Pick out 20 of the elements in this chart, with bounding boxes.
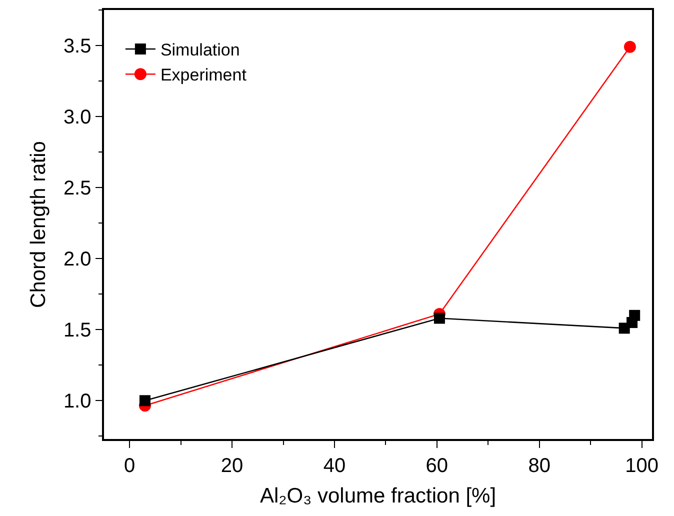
y-tick-label: 2.5 — [63, 178, 92, 200]
point — [629, 310, 640, 321]
x-tick-label: 80 — [528, 454, 550, 477]
x-tick-label: 20 — [220, 454, 244, 477]
legend-label: Experiment — [160, 66, 247, 85]
y-tick-label: 3.5 — [63, 36, 92, 58]
y-tick-label: 3.0 — [63, 106, 92, 129]
point — [434, 312, 445, 324]
x-tick-label: 40 — [323, 454, 346, 477]
x-axis-title: Al₂O₃ volume fraction [%] — [260, 484, 496, 508]
y-tick-label: 1.5 — [63, 320, 92, 342]
y-axis-title: Chord length ratio — [27, 141, 50, 308]
y-tick-label: 2.0 — [63, 248, 92, 271]
point — [624, 40, 636, 53]
y-tick-label: 1.0 — [63, 390, 92, 413]
x-tick-label: 60 — [426, 454, 448, 477]
point — [139, 395, 150, 406]
legend-label: Simulation — [160, 40, 240, 60]
x-tick-label: 100 — [625, 454, 658, 477]
x-tick-label: 0 — [124, 454, 136, 477]
